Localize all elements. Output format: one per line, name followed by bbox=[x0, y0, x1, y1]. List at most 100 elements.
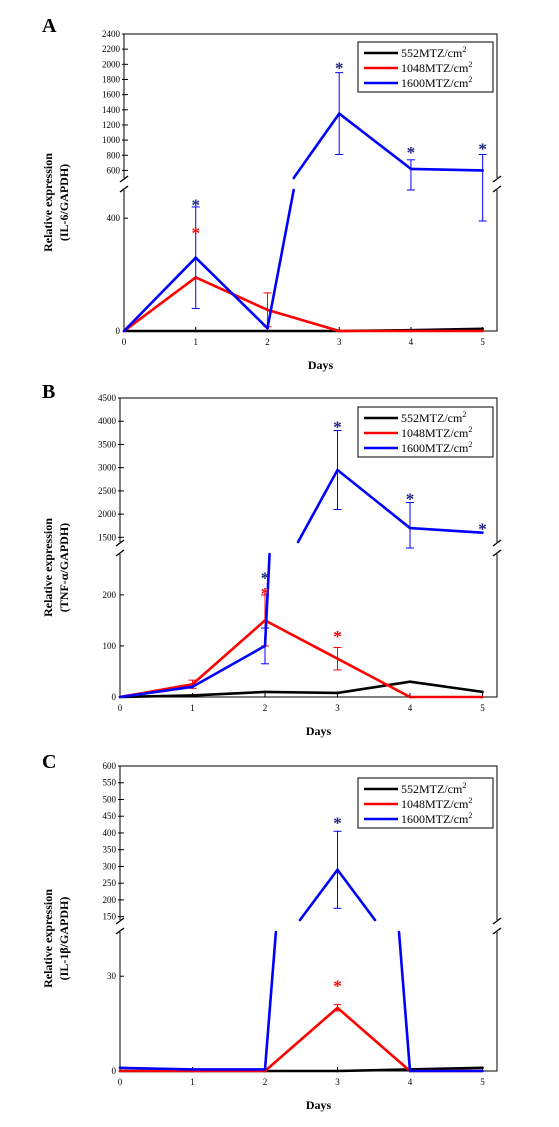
y-axis-title-line: (TNF-α/GAPDH) bbox=[57, 523, 71, 612]
x-tick-label: 0 bbox=[118, 703, 123, 713]
legend-label-superscript: 2 bbox=[468, 60, 472, 69]
y-tick-label: 2000 bbox=[102, 59, 121, 69]
x-tick-label: 3 bbox=[335, 1077, 340, 1087]
lower-axis-frame bbox=[119, 932, 498, 1072]
legend-label-text: 552MTZ/cm bbox=[401, 46, 463, 60]
y-tick-label: 1800 bbox=[102, 74, 121, 84]
series-0000ff bbox=[118, 430, 484, 699]
significance-marker: * bbox=[191, 223, 200, 242]
x-tick-label: 3 bbox=[335, 703, 340, 713]
y-tick-label: 2400 bbox=[102, 29, 121, 39]
y-tick-label: 1600 bbox=[102, 90, 121, 100]
lower-axis-frame bbox=[123, 190, 498, 332]
axis-break-mark bbox=[119, 185, 129, 193]
y-axis-title-line: Relative expression bbox=[41, 889, 55, 988]
legend-label-text: 1600MTZ/cm bbox=[401, 76, 469, 90]
y-tick-label: 200 bbox=[103, 590, 117, 600]
series-segment bbox=[266, 308, 341, 333]
y-tick-label: 100 bbox=[103, 641, 117, 651]
y-tick-label: 1000 bbox=[102, 135, 121, 145]
x-tick-label: 5 bbox=[480, 337, 485, 347]
series-segment bbox=[194, 256, 269, 330]
series-ff0000 bbox=[118, 594, 484, 699]
significance-marker: * bbox=[407, 143, 416, 162]
axis-break-mark bbox=[115, 917, 125, 925]
x-tick-label: 5 bbox=[480, 1077, 485, 1087]
y-tick-label: 600 bbox=[107, 165, 121, 175]
x-tick-label: 1 bbox=[190, 703, 195, 713]
axis-break-mark bbox=[492, 539, 502, 547]
y-tick-label: 2500 bbox=[98, 486, 117, 496]
x-axis-title: Days bbox=[308, 358, 334, 372]
x-tick-label: 4 bbox=[409, 337, 414, 347]
significance-marker: * bbox=[261, 584, 270, 603]
legend-label-text: 1600MTZ/cm bbox=[401, 812, 469, 826]
x-tick-label: 1 bbox=[193, 337, 198, 347]
series-segment bbox=[122, 256, 198, 333]
legend-label-superscript: 2 bbox=[462, 410, 466, 419]
x-tick-label: 4 bbox=[408, 703, 413, 713]
series-segment bbox=[409, 167, 484, 172]
significance-marker: * bbox=[478, 519, 487, 538]
x-tick-label: 4 bbox=[408, 1077, 413, 1087]
legend-label-text: 1600MTZ/cm bbox=[401, 441, 469, 455]
significance-marker: * bbox=[333, 977, 342, 996]
series-segment bbox=[298, 868, 339, 922]
legend-label-superscript: 2 bbox=[462, 781, 466, 790]
series-segment bbox=[336, 868, 377, 922]
legend-label: 1048MTZ/cm2 bbox=[401, 796, 472, 811]
y-tick-label: 150 bbox=[103, 912, 117, 922]
chart-panel-a: A600800100012001400160018002000220024000… bbox=[41, 15, 502, 372]
axis-break-mark bbox=[115, 927, 125, 935]
panel-letter: C bbox=[42, 751, 56, 773]
legend-label-text: 552MTZ/cm bbox=[401, 782, 463, 796]
x-axis-title: Days bbox=[306, 724, 332, 738]
significance-marker: * bbox=[335, 58, 344, 77]
series-segment bbox=[292, 112, 341, 180]
series-segment bbox=[408, 1066, 484, 1071]
lower-axis-frame bbox=[119, 554, 498, 698]
significance-marker: * bbox=[261, 568, 270, 587]
y-tick-label: 500 bbox=[103, 794, 117, 804]
x-axis-title: Days bbox=[306, 1098, 332, 1112]
y-axis-title-line: Relative expression bbox=[41, 153, 55, 252]
legend-label-text: 1048MTZ/cm bbox=[401, 426, 469, 440]
series-segment bbox=[336, 1068, 412, 1073]
legend-label-text: 1048MTZ/cm bbox=[401, 61, 469, 75]
significance-marker: * bbox=[406, 490, 415, 509]
legend-label: 1600MTZ/cm2 bbox=[401, 811, 472, 826]
series-segment bbox=[118, 1066, 194, 1071]
axis-break-mark bbox=[119, 175, 129, 183]
y-tick-label: 250 bbox=[103, 878, 117, 888]
y-tick-label: 30 bbox=[107, 971, 117, 981]
y-tick-label: 400 bbox=[107, 213, 121, 223]
y-tick-label: 1400 bbox=[102, 105, 121, 115]
panel-letter: B bbox=[42, 381, 55, 403]
y-tick-label: 3000 bbox=[98, 463, 117, 473]
y-tick-label: 350 bbox=[103, 845, 117, 855]
legend-label-text: 1048MTZ/cm bbox=[401, 797, 469, 811]
legend-label-superscript: 2 bbox=[468, 75, 472, 84]
x-tick-label: 0 bbox=[118, 1077, 123, 1087]
y-tick-label: 1500 bbox=[98, 532, 117, 542]
y-tick-label: 2000 bbox=[98, 509, 117, 519]
x-tick-label: 3 bbox=[337, 337, 342, 347]
series-segment bbox=[118, 685, 194, 699]
legend-label: 552MTZ/cm2 bbox=[401, 781, 466, 796]
y-tick-label: 800 bbox=[107, 150, 121, 160]
significance-marker: * bbox=[333, 627, 342, 646]
series-segment bbox=[263, 930, 278, 1071]
y-tick-label: 4500 bbox=[98, 393, 117, 403]
y-tick-label: 2200 bbox=[102, 44, 121, 54]
series-0000ff bbox=[122, 72, 487, 333]
x-tick-label: 1 bbox=[190, 1077, 195, 1087]
series-segment bbox=[296, 468, 339, 544]
y-tick-label: 0 bbox=[112, 1066, 117, 1076]
y-tick-label: 300 bbox=[103, 861, 117, 871]
axis-break-mark bbox=[492, 927, 502, 935]
legend-label-superscript: 2 bbox=[468, 796, 472, 805]
series-segment bbox=[408, 526, 484, 535]
legend-label: 1600MTZ/cm2 bbox=[401, 75, 472, 90]
